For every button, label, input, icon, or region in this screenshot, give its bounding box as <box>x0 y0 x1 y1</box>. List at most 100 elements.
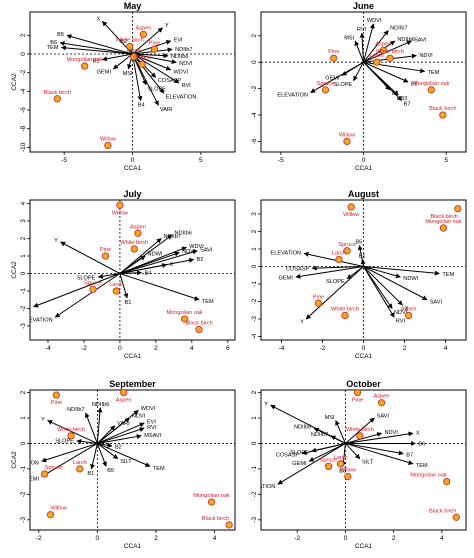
panel-october-vector-label-y: Y <box>264 401 268 407</box>
panel-july-vector-label-ndiib6: NDIIb6 <box>174 231 191 237</box>
panel-august-vector-label-y: Y <box>300 320 304 326</box>
panel-june-vector-savi <box>363 40 412 63</box>
panel-october-vector-savi <box>345 417 375 444</box>
panel-june-species-point-mongolian-oak <box>427 86 435 94</box>
panel-september-vector-b2 <box>97 442 113 448</box>
panel-july-vector-label-ndwi: NDWI <box>148 252 163 258</box>
panel-september-vector-label-ndiib6: NDIIb6 <box>92 402 109 408</box>
panel-july-vector-label-elevation: ELEVATION <box>22 317 53 323</box>
panel-may-vector-label-slope: SLOPE <box>147 86 166 92</box>
panel-june-species-point-willow <box>343 137 351 146</box>
panel-july-vector-label-ndvi: NDVI <box>182 249 196 255</box>
panel-september-species-label-black-birch: Black birch <box>202 516 229 522</box>
panel-august-vector-label-b5: B5 <box>355 240 362 246</box>
panel-july-vector-b1 <box>119 273 129 299</box>
panel-october-species-point-spruce <box>324 462 333 471</box>
panel-july-species-point-pine <box>101 252 110 260</box>
panel-july-vector-slope <box>97 273 120 279</box>
panel-september-species-point-willow <box>46 511 55 519</box>
panel-october-vector-label-b3: B3 <box>339 468 346 474</box>
panel-june-vector-label-ndiib6: NDIIb6 <box>397 37 414 43</box>
panel-september-xtick-label: 4 <box>213 535 217 542</box>
panel-june-title: June <box>353 1 374 11</box>
panel-september-vector-tem <box>97 442 151 467</box>
panel-october-xtick-label: 0 <box>344 535 348 542</box>
panel-september-ylabel: CCA2 <box>11 451 18 469</box>
panel-june-ytick-label: -6 <box>251 138 258 144</box>
panel-september-ytick-label: -1 <box>20 466 27 472</box>
panel-august-vector-label-tem: TEM <box>442 272 454 278</box>
panel-july-species-label-spruce: Spruce <box>84 280 102 286</box>
panel-september-vector-label-b1: B1 <box>87 471 94 477</box>
panel-september-species-point-spruce <box>40 470 49 478</box>
panel-october-ytick-label: -3 <box>251 517 258 523</box>
panel-may-vector-label-ndvi: NDVI <box>179 61 193 67</box>
panel-october-xtick-label: -2 <box>294 535 300 542</box>
panel-october-xtick-label: 4 <box>440 535 444 542</box>
panel-august-species-point-black-birch <box>454 205 462 213</box>
panel-october-ytick-label: -2 <box>251 491 258 497</box>
panel-august-xlabel: CCA1 <box>355 353 373 360</box>
panel-june-ytick-label: 0 <box>251 60 258 64</box>
panel-august-ytick-label: -2 <box>251 298 258 304</box>
panel-october-title: October <box>346 379 381 389</box>
panel-july-vector-label-tem: TEM <box>202 299 214 305</box>
panel-june-species-point-pine <box>330 54 338 62</box>
panel-may-vector-label-gemi: GEMI <box>97 69 112 75</box>
panel-august-vector-label-x: X <box>405 306 409 312</box>
panel-june-vector-label-slope: SLOPE <box>334 82 353 88</box>
panel-may-vector-label-tem: TEM <box>47 45 59 51</box>
panel-august-vector-label-slope: SLOPE <box>326 279 345 285</box>
panel-september-species-point-pine <box>52 391 61 399</box>
panel-august-species-point-mongolian-oak <box>439 224 448 232</box>
panel-june-species-point-spruce <box>321 86 330 94</box>
panel-july-xtick-label: 2 <box>154 345 158 352</box>
panel-august-vector-y <box>305 266 364 320</box>
panel-july-vector-savi <box>119 249 198 274</box>
panel-july-vector-y <box>60 241 121 274</box>
panel-july-xtick-label: -2 <box>81 345 87 352</box>
panel-september-vector-label-ndiib7: NDIIb7 <box>67 407 84 413</box>
panel-may-species-point-spruce <box>138 60 146 68</box>
panel-august: August -4 -2 0 2 4 -4 -3 -2 -1 0 1 2 3 CCA1 B5 B1 ELEVATI… <box>251 189 467 360</box>
panel-september-ytick-label: 2 <box>20 390 27 394</box>
panel-may-ytick-label: -4 <box>20 88 27 94</box>
panel-september-species-point-aspen <box>120 390 128 397</box>
panel-october-ytick-label: 2 <box>251 390 258 394</box>
panel-october-vector-ndvi <box>345 432 383 444</box>
panel-may-vector-label-ndiib6: NDIIb6 <box>171 54 188 60</box>
panel-august-vector-tem <box>363 266 440 276</box>
panel-august-vector-cosasp <box>311 265 364 271</box>
panel-may-species-point-pine <box>150 45 159 53</box>
panel-august-vector-savi <box>363 266 428 301</box>
panel-june-vector-label-ndvi: NDVI <box>419 53 433 59</box>
panel-july-ytick-label: 1 <box>20 254 27 258</box>
panel-october-species-label-willow: Willow <box>340 468 357 474</box>
panel-august-species-point-willow <box>347 203 355 211</box>
panel-september-species-point-black-birch <box>225 521 233 529</box>
panel-september-vector-evi <box>97 422 145 444</box>
panel-september-ytick-label: 0 <box>20 441 27 445</box>
panel-may-vector-label-msi: MSI <box>123 71 133 77</box>
panel-july-species-label-black-birch: Black birch <box>185 321 212 327</box>
panel-july-title: July <box>123 189 141 199</box>
panel-june-species-point-black-birch <box>439 111 447 119</box>
panel-september-xlabel: CCA1 <box>124 543 142 550</box>
panel-may-ylabel: CCA2 <box>11 73 18 91</box>
panel-may-vector-label-wdvi: WDVI <box>174 69 189 75</box>
panel-june-vector-label-tem: TEM <box>428 70 440 76</box>
panel-july-vector-label-wdvi: WDVI <box>189 244 204 250</box>
panel-september-ytick-label: -2 <box>20 491 27 497</box>
panel-july-species-point-larch <box>112 287 120 295</box>
panel-june-species-label-black-birch: Black birch <box>429 106 456 112</box>
panel-september-vector-ndvi <box>97 417 130 444</box>
panel-september-vector-ndiib7 <box>84 412 98 444</box>
panel-may-vector-label-cosasp: COSASP <box>158 78 182 84</box>
panel-may-vector-rvi <box>132 53 180 84</box>
panel-september-vector-elevation <box>41 442 98 463</box>
panel-july-ytick-label: 0 <box>20 271 27 275</box>
panel-september-vector-label-gemi: GEMI <box>25 477 40 483</box>
panel-july-vector-x <box>119 263 168 274</box>
panel-may-species-label-spruce: Spruce <box>133 55 151 61</box>
